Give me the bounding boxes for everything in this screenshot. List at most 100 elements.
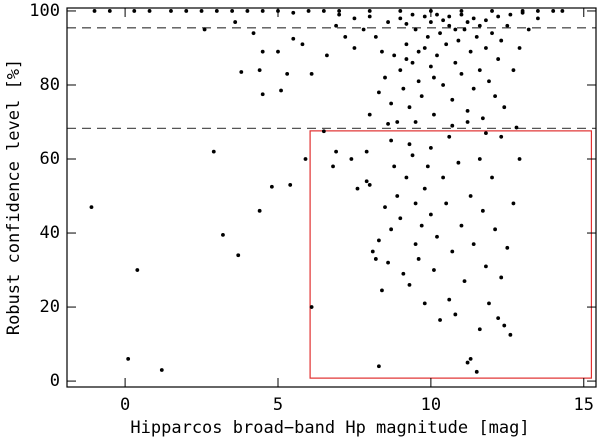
point bbox=[279, 88, 283, 93]
point bbox=[428, 20, 433, 24]
point bbox=[398, 16, 403, 21]
point bbox=[432, 75, 436, 80]
point bbox=[251, 31, 256, 36]
point bbox=[355, 186, 360, 191]
point bbox=[383, 205, 387, 210]
point bbox=[386, 260, 390, 265]
point bbox=[505, 23, 510, 28]
point bbox=[334, 149, 338, 154]
point bbox=[487, 301, 491, 306]
point bbox=[199, 9, 204, 13]
point bbox=[300, 42, 305, 47]
point bbox=[551, 9, 556, 13]
point bbox=[352, 46, 357, 50]
point bbox=[468, 356, 473, 361]
point bbox=[135, 268, 140, 272]
point bbox=[499, 134, 504, 139]
point bbox=[367, 112, 372, 117]
point bbox=[441, 83, 446, 87]
point bbox=[484, 46, 488, 50]
point bbox=[477, 23, 482, 28]
point bbox=[560, 9, 565, 13]
point bbox=[511, 201, 516, 206]
point bbox=[416, 257, 421, 261]
point bbox=[441, 18, 446, 23]
point bbox=[245, 9, 250, 13]
point bbox=[447, 23, 452, 28]
point bbox=[373, 257, 378, 261]
point bbox=[410, 153, 415, 158]
point bbox=[419, 94, 424, 98]
point bbox=[392, 53, 397, 58]
point bbox=[453, 312, 458, 317]
point bbox=[496, 14, 501, 19]
point bbox=[456, 160, 461, 165]
point bbox=[502, 323, 507, 328]
point bbox=[395, 194, 400, 198]
point bbox=[502, 105, 507, 110]
point bbox=[425, 34, 430, 39]
point bbox=[480, 116, 485, 121]
point bbox=[214, 9, 219, 13]
point bbox=[89, 205, 94, 210]
point bbox=[499, 275, 504, 280]
point bbox=[484, 18, 488, 23]
point bbox=[490, 31, 494, 36]
point bbox=[526, 27, 531, 32]
point bbox=[373, 34, 378, 39]
point bbox=[493, 94, 497, 98]
point bbox=[260, 9, 265, 13]
point bbox=[428, 64, 433, 69]
point bbox=[514, 125, 519, 130]
point bbox=[401, 271, 406, 276]
point bbox=[376, 364, 381, 369]
point bbox=[496, 316, 501, 321]
point bbox=[386, 121, 390, 126]
point bbox=[401, 86, 406, 91]
point bbox=[211, 149, 216, 154]
point bbox=[471, 242, 476, 247]
y-axis-label: Robust confidence level [%] bbox=[4, 59, 24, 335]
point bbox=[331, 164, 335, 169]
point bbox=[309, 305, 314, 309]
point bbox=[419, 223, 424, 228]
point bbox=[474, 34, 479, 39]
point bbox=[334, 23, 338, 28]
point bbox=[517, 46, 522, 50]
point bbox=[422, 186, 427, 191]
point bbox=[428, 146, 433, 150]
point bbox=[370, 249, 375, 254]
point bbox=[236, 253, 241, 258]
point bbox=[477, 327, 482, 332]
y-tick-label: 20 bbox=[40, 297, 60, 317]
point bbox=[517, 157, 522, 161]
point bbox=[438, 31, 442, 36]
point bbox=[410, 60, 415, 65]
point bbox=[450, 97, 455, 102]
point bbox=[398, 68, 403, 73]
point bbox=[465, 120, 470, 124]
point bbox=[337, 9, 342, 13]
point bbox=[508, 332, 513, 337]
point bbox=[92, 9, 97, 13]
point bbox=[435, 234, 439, 239]
point bbox=[257, 68, 262, 73]
point bbox=[404, 42, 409, 47]
point bbox=[462, 27, 467, 32]
point bbox=[496, 57, 501, 61]
point bbox=[376, 90, 381, 95]
point bbox=[459, 9, 464, 13]
point bbox=[413, 242, 418, 247]
point bbox=[444, 201, 449, 206]
point bbox=[459, 223, 464, 228]
point bbox=[468, 49, 473, 54]
point bbox=[107, 9, 112, 13]
point bbox=[337, 12, 342, 17]
point bbox=[456, 38, 461, 43]
point bbox=[508, 12, 513, 17]
point bbox=[288, 183, 293, 187]
point bbox=[432, 268, 436, 272]
point bbox=[383, 75, 387, 80]
y-tick-label: 100 bbox=[29, 1, 60, 21]
